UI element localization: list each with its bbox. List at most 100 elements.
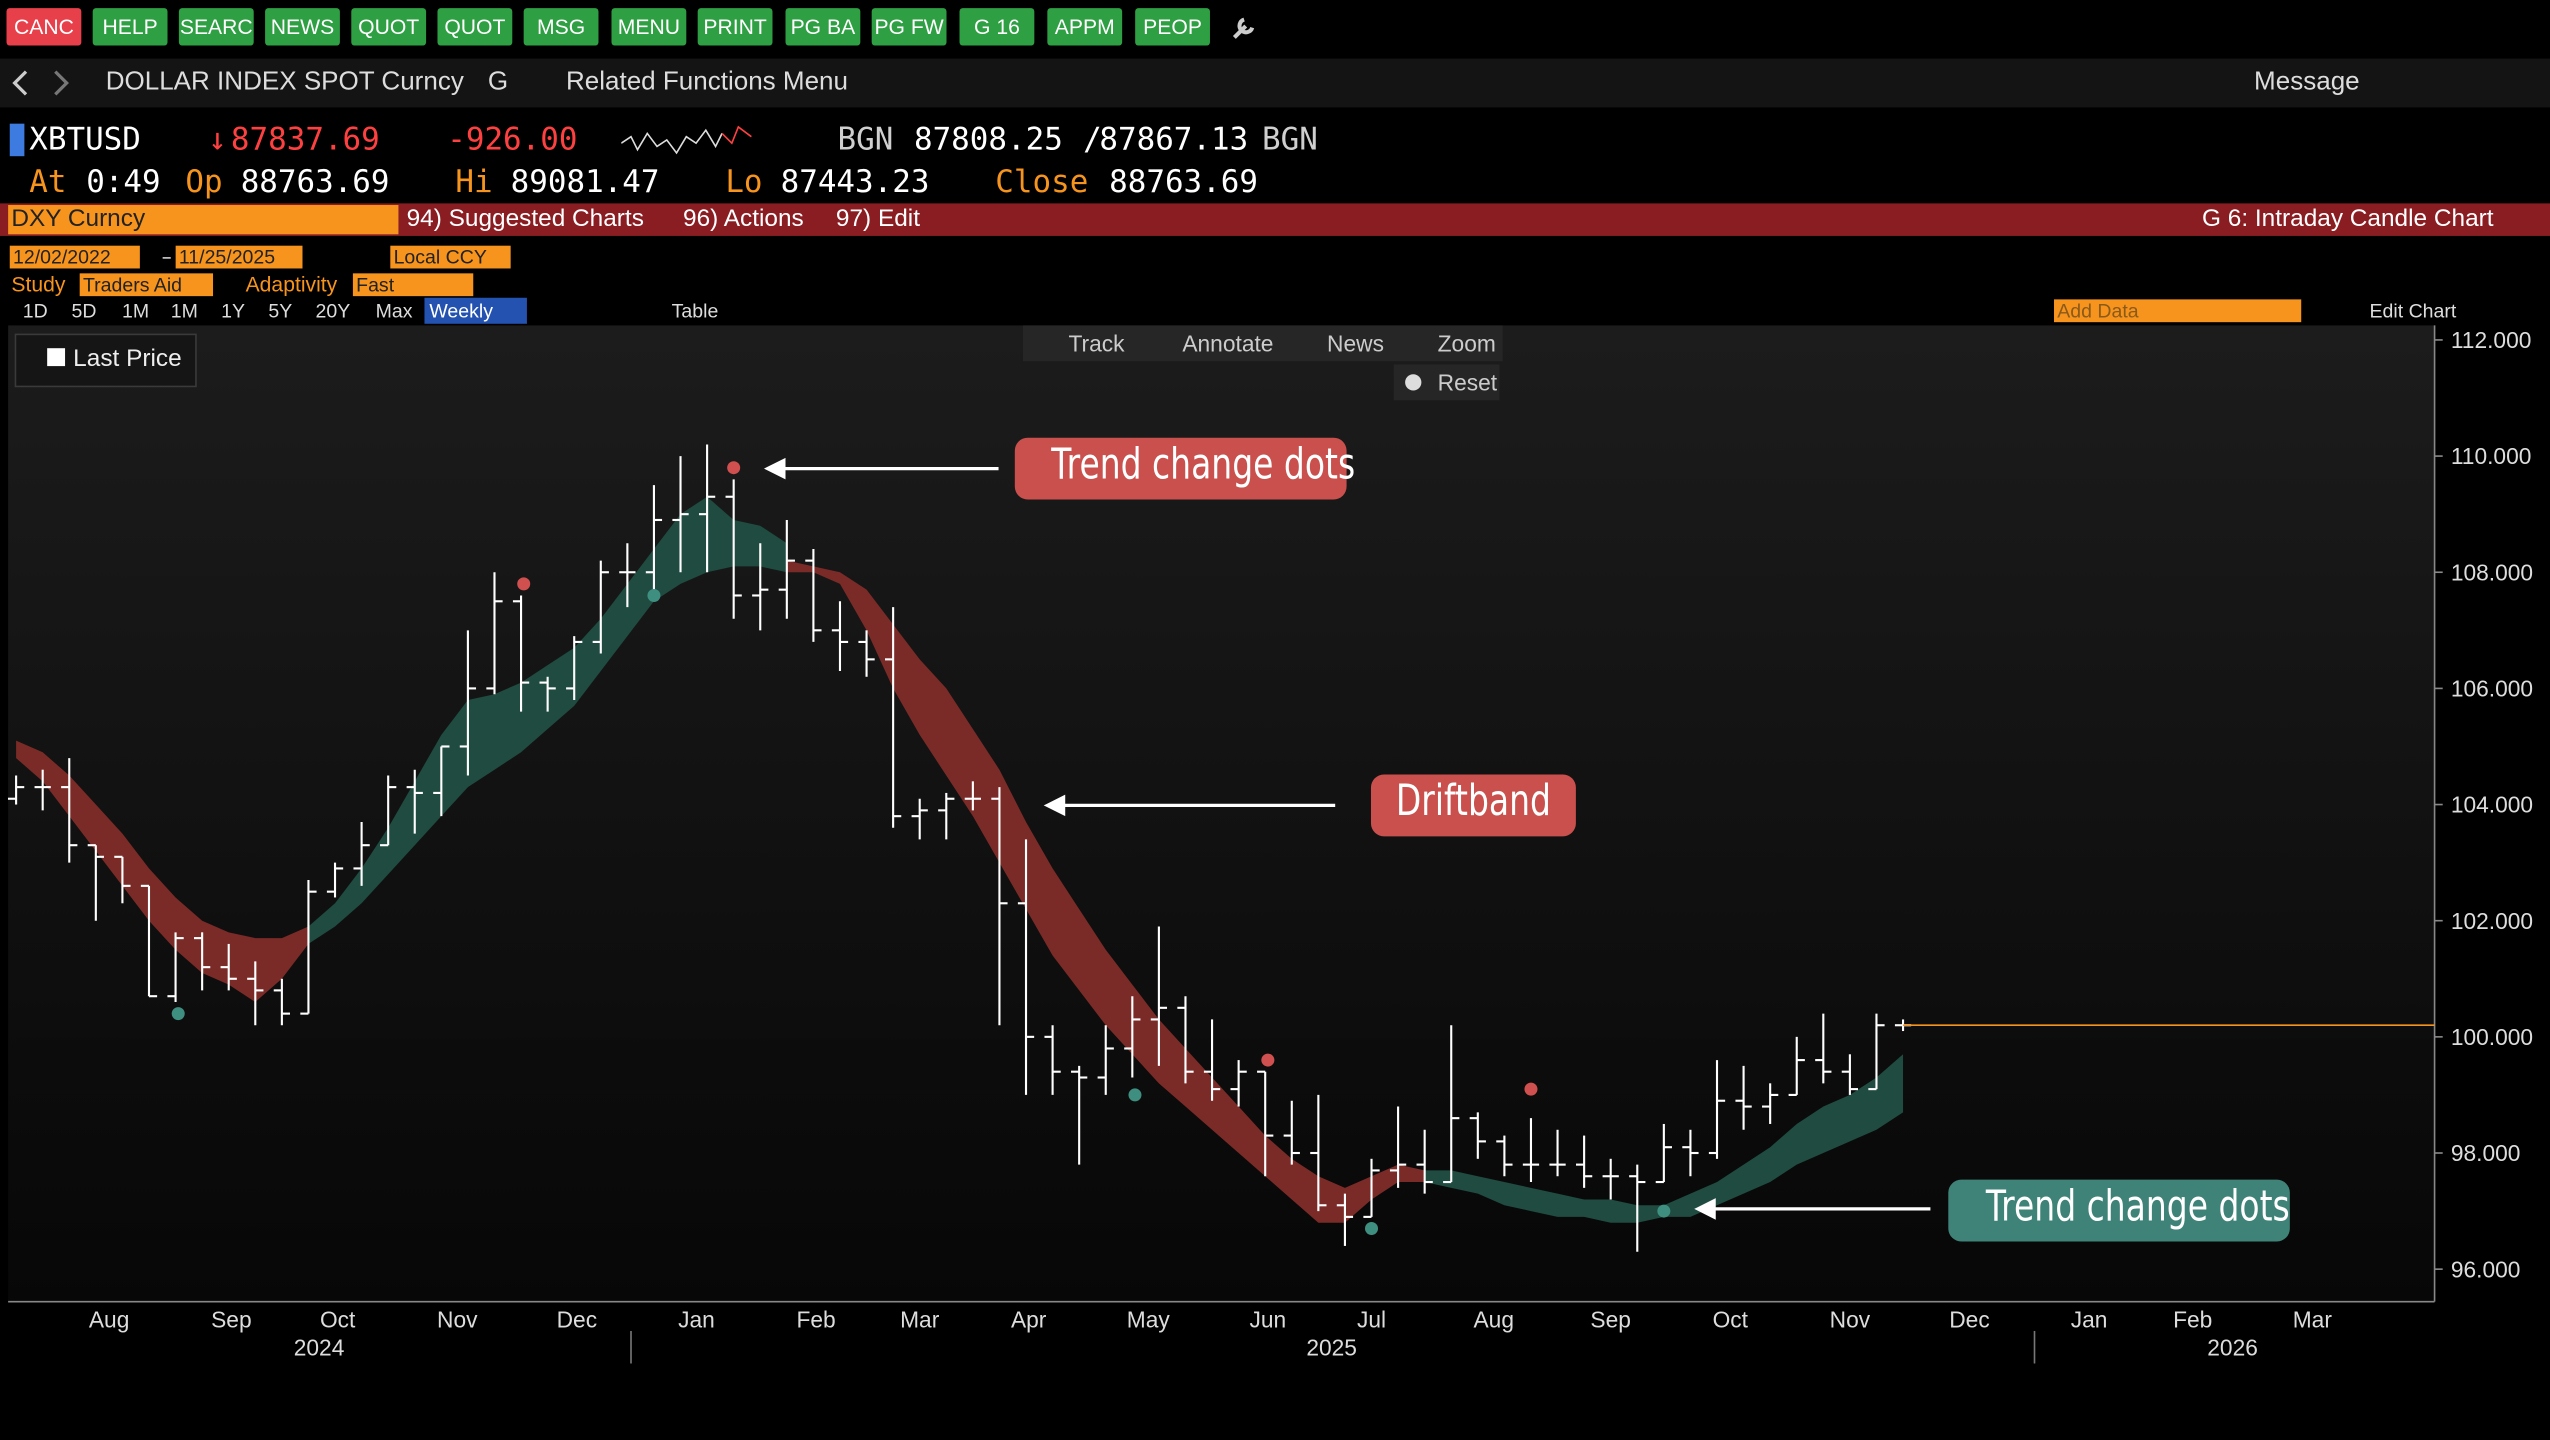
x-tick-label: Jan [2071, 1307, 2108, 1333]
y-tick-label: 96.000 [2451, 1256, 2521, 1282]
study[interactable]: Traders Aid [79, 273, 214, 297]
driftband [308, 496, 787, 944]
chart-tool[interactable]: Zoom [1437, 330, 1496, 357]
function-title: G 6: Intraday Candle Chart [2202, 205, 2494, 233]
period-button[interactable]: 1M [121, 299, 150, 323]
period-button[interactable]: 5D [71, 299, 97, 323]
sparkline [621, 125, 752, 155]
high: 89081.47 [510, 164, 660, 201]
toolbar-button[interactable]: QUOT [351, 8, 427, 46]
edit-chart[interactable]: Edit Chart [2369, 299, 2457, 323]
menu-item[interactable]: 96) Actions [683, 205, 804, 233]
toolbar-button[interactable]: NEWS [265, 8, 340, 46]
toolbar-button[interactable]: MENU [611, 8, 687, 46]
annotation-box [1370, 774, 1576, 837]
toolbar-button[interactable]: PG BA [785, 8, 861, 46]
toolbar-button[interactable]: CANC [6, 8, 82, 46]
x-tick-label: Aug [89, 1307, 130, 1333]
period-button[interactable]: 20Y [315, 299, 351, 323]
y-tick-label: 102.000 [2451, 908, 2533, 934]
y-tick-label: 112.000 [2451, 327, 2532, 353]
x-tick-label: Sep [211, 1307, 252, 1333]
x-tick-label: May [1127, 1307, 1171, 1333]
driftband [786, 560, 1425, 1223]
adaptivity[interactable]: Fast [352, 273, 474, 297]
settings-wrench[interactable] [1229, 13, 1258, 42]
start-date[interactable]: 12/02/2022 [9, 245, 140, 269]
trend-change-dot [1128, 1088, 1142, 1102]
annotation: Driftband [1395, 777, 1551, 827]
high-label: Hi [455, 164, 493, 201]
legend [14, 333, 197, 388]
reset[interactable]: Reset [1437, 369, 1498, 396]
menu-item[interactable]: 94) Suggested Charts [406, 205, 644, 233]
quote-slash: / [1083, 122, 1102, 158]
currency[interactable]: Local CCY [390, 245, 511, 269]
trend-change-dot [1261, 1053, 1275, 1067]
toolbar-button[interactable]: PRINT [697, 8, 773, 46]
down-arrow: ↓ [208, 122, 227, 158]
period-button[interactable]: 5Y [268, 299, 293, 323]
period-button[interactable]: 1D [22, 299, 48, 323]
trend-change-dot [647, 588, 661, 602]
nav-arrows[interactable] [7, 68, 72, 97]
ticker-marker [9, 123, 25, 157]
add-data[interactable]: Add Data [2054, 299, 2302, 323]
y-tick-label: 104.000 [2451, 792, 2533, 818]
x-tick-label: Aug [1474, 1307, 1515, 1333]
chart-tool[interactable]: News [1327, 330, 1385, 357]
ask: 87867.13 [1099, 122, 1249, 158]
study-label: Study [11, 271, 66, 297]
menu-bar [0, 203, 2550, 236]
annotation: Trend change dots [1051, 440, 1356, 490]
x-tick-label: Feb [2173, 1307, 2212, 1333]
year-label: 2025 [1306, 1334, 1357, 1360]
time: 0:49 [86, 164, 161, 201]
chart-tool[interactable]: Track [1068, 330, 1125, 357]
table-button[interactable]: Table [671, 299, 719, 323]
x-tick-label: Mar [900, 1307, 940, 1333]
toolbar-button[interactable]: QUOT [437, 8, 513, 46]
x-tick-label: Sep [1590, 1307, 1631, 1333]
x-tick-label: Dec [1949, 1307, 1989, 1333]
toolbar-button[interactable]: G 16 [959, 8, 1035, 46]
toolbar-button[interactable]: MSG [523, 8, 599, 46]
x-tick-label: Dec [557, 1307, 597, 1333]
menu-item[interactable]: 97) Edit [835, 205, 921, 233]
driftband [1424, 1054, 1904, 1223]
x-tick-label: Jun [1250, 1307, 1287, 1333]
y-tick-label: 110.000 [2451, 443, 2532, 469]
x-tick-label: Oct [320, 1307, 356, 1333]
toolbar-button[interactable]: PG FW [871, 8, 947, 46]
chart-tool[interactable]: Annotate [1182, 330, 1274, 357]
nav-bar [0, 58, 2550, 108]
period-button[interactable]: 1Y [221, 299, 246, 323]
quote-source: BGN [837, 122, 894, 158]
toolbar-button[interactable]: HELP [92, 8, 168, 46]
date-dash [162, 257, 171, 259]
y-tick-label: 106.000 [2451, 676, 2533, 702]
trend-change-dot [1524, 1082, 1538, 1096]
message[interactable]: Message [2254, 68, 2360, 96]
toolbar-button[interactable]: APPM [1047, 8, 1123, 46]
x-tick-label: Nov [437, 1307, 478, 1333]
page-code[interactable]: G [487, 68, 509, 96]
toolbar-button[interactable]: PEOP [1135, 8, 1210, 46]
trend-change-dot [1657, 1204, 1671, 1218]
close-label: Close [995, 164, 1089, 201]
frequency[interactable]: Weekly [424, 297, 527, 324]
at-label: At [29, 164, 67, 201]
year-label: 2026 [2207, 1334, 2258, 1360]
related-menu[interactable]: Related Functions Menu [565, 68, 849, 96]
year-label: 2024 [294, 1334, 345, 1360]
trend-change-dot [727, 461, 741, 475]
end-date[interactable]: 11/25/2025 [175, 245, 303, 269]
price-change: -926.00 [447, 122, 578, 158]
period-button[interactable]: 1M [170, 299, 198, 323]
toolbar-button[interactable]: SEARC [178, 8, 254, 46]
last-price: 87837.69 [230, 122, 380, 158]
security-field[interactable]: DXY Curncy [8, 205, 399, 235]
security-name[interactable]: DOLLAR INDEX SPOT Curncy [105, 68, 464, 96]
period-button[interactable]: Max [375, 299, 413, 323]
